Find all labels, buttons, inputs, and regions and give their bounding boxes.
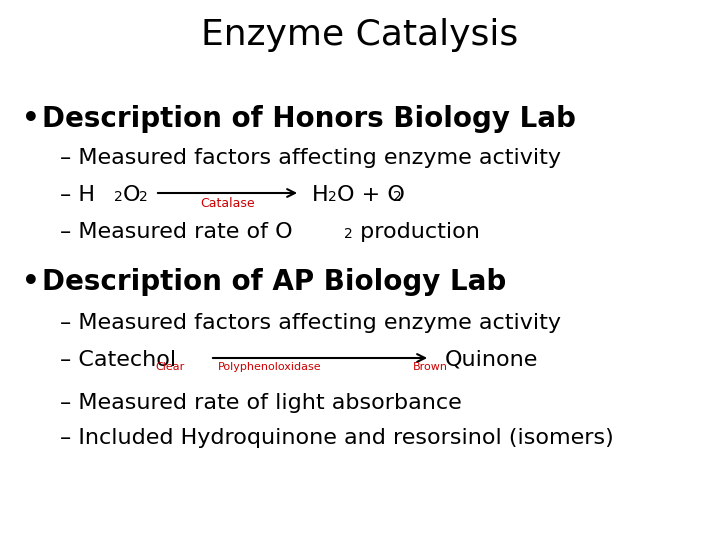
Text: production: production [353, 222, 480, 242]
Text: Description of Honors Biology Lab: Description of Honors Biology Lab [42, 105, 576, 133]
Text: – Measured factors affecting enzyme activity: – Measured factors affecting enzyme acti… [60, 148, 561, 168]
Text: – Catechol: – Catechol [60, 350, 176, 370]
Text: – Measured rate of O: – Measured rate of O [60, 222, 292, 242]
Text: Catalase: Catalase [201, 197, 256, 210]
Text: 2: 2 [344, 227, 353, 241]
Text: – H: – H [60, 185, 95, 205]
Text: Description of AP Biology Lab: Description of AP Biology Lab [42, 268, 506, 296]
Text: •: • [22, 105, 40, 133]
Text: Enzyme Catalysis: Enzyme Catalysis [202, 18, 518, 52]
Text: 2: 2 [114, 190, 122, 204]
Text: H: H [312, 185, 328, 205]
Text: Brown: Brown [413, 362, 448, 372]
Text: 2: 2 [139, 190, 148, 204]
Text: 2: 2 [393, 190, 402, 204]
Text: O + O: O + O [337, 185, 405, 205]
Text: 2: 2 [328, 190, 337, 204]
Text: •: • [22, 268, 40, 296]
Text: – Measured rate of light absorbance: – Measured rate of light absorbance [60, 393, 462, 413]
Text: Polyphenoloxidase: Polyphenoloxidase [218, 362, 322, 372]
Text: O: O [123, 185, 140, 205]
Text: Quinone: Quinone [445, 350, 539, 370]
Text: – Included Hydroquinone and resorsinol (isomers): – Included Hydroquinone and resorsinol (… [60, 428, 613, 448]
Text: Clear: Clear [155, 362, 184, 372]
Text: – Measured factors affecting enzyme activity: – Measured factors affecting enzyme acti… [60, 313, 561, 333]
